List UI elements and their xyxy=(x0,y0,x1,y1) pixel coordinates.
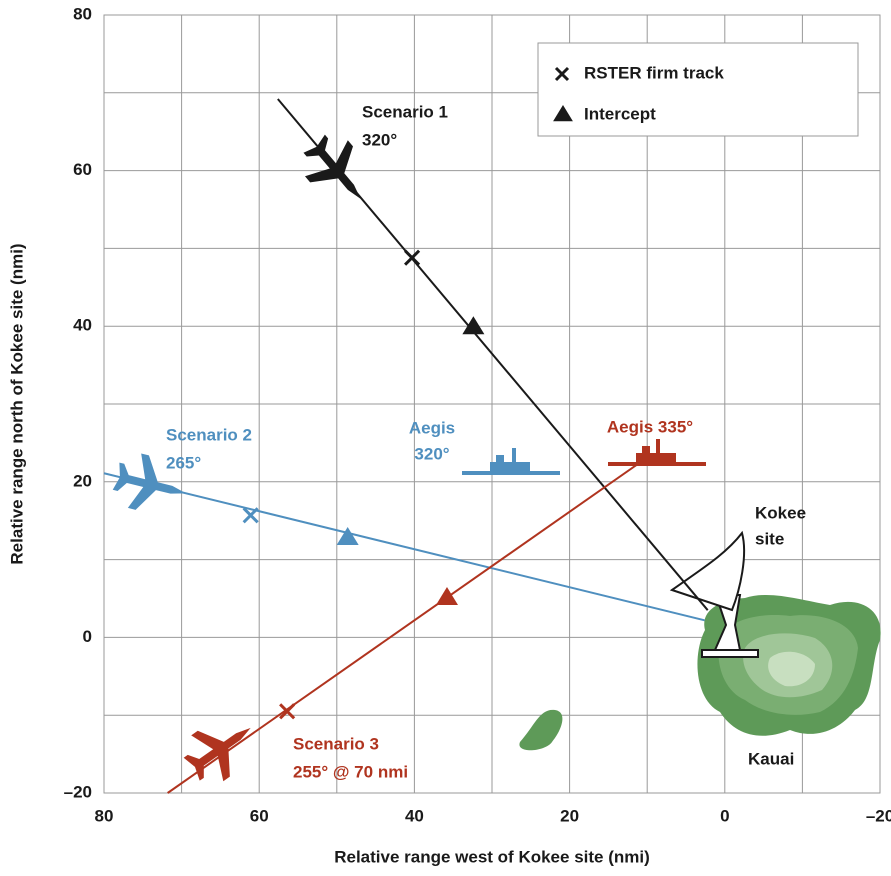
firm-track-marker xyxy=(279,703,296,720)
x-tick-label: 80 xyxy=(95,806,114,825)
annotation: Aegis xyxy=(409,418,455,437)
y-tick-label: 0 xyxy=(83,627,92,646)
aircraft-icon xyxy=(112,453,186,510)
scenario-heading: 255° @ 70 nmi xyxy=(293,762,408,781)
annotation: Kokee xyxy=(755,503,806,522)
intercept-marker xyxy=(553,105,573,122)
x-axis-title: Relative range west of Kokee site (nmi) xyxy=(334,847,650,866)
x-tick-label: 40 xyxy=(405,806,424,825)
annotation: site xyxy=(755,529,784,548)
firm-track-x xyxy=(404,249,421,266)
intercept-marker xyxy=(336,527,359,546)
scenario-name: Scenario 2 xyxy=(166,425,252,444)
annotation: Aegis 335° xyxy=(607,417,693,436)
scenario-heading: 320° xyxy=(362,130,397,149)
aircraft-icon xyxy=(303,134,361,199)
plot-frame xyxy=(103,14,881,794)
scenario-heading: 265° xyxy=(166,453,201,472)
scenario-name: Scenario 3 xyxy=(293,734,379,753)
kauai-island xyxy=(519,595,881,751)
y-tick-label: 60 xyxy=(73,160,92,179)
intercept-marker xyxy=(435,586,458,605)
firm-track-x xyxy=(554,66,570,82)
aircraft-icon xyxy=(183,727,251,782)
y-axis-title: Relative range north of Kokee site (nmi) xyxy=(7,243,26,564)
annotation: Kauai xyxy=(748,749,794,768)
firm-track-marker xyxy=(404,249,421,266)
x-tick-label: –20 xyxy=(866,806,891,825)
x-tick-label: 60 xyxy=(250,806,269,825)
y-tick-label: 80 xyxy=(73,4,92,23)
x-tick-label: 20 xyxy=(560,806,579,825)
legend-label: Intercept xyxy=(584,104,656,123)
annotation: 320° xyxy=(414,444,449,463)
radar xyxy=(669,530,759,658)
ship-blue xyxy=(462,448,560,475)
y-tick-label: 20 xyxy=(73,471,92,490)
firm-track-x xyxy=(279,703,296,720)
firm-track-x xyxy=(242,507,259,524)
scenario-track xyxy=(167,461,641,794)
x-tick-label: 0 xyxy=(720,806,729,825)
firm-track-marker xyxy=(242,507,259,524)
firm-track-marker xyxy=(554,66,570,82)
legend-label: RSTER firm track xyxy=(584,63,724,82)
ship-red xyxy=(608,439,706,466)
y-tick-label: 40 xyxy=(73,316,92,335)
scenario-name: Scenario 1 xyxy=(362,102,448,121)
y-tick-label: –20 xyxy=(64,782,92,801)
legend-box xyxy=(537,42,859,137)
intercept-marker xyxy=(462,316,485,335)
scenario-track xyxy=(103,472,705,622)
